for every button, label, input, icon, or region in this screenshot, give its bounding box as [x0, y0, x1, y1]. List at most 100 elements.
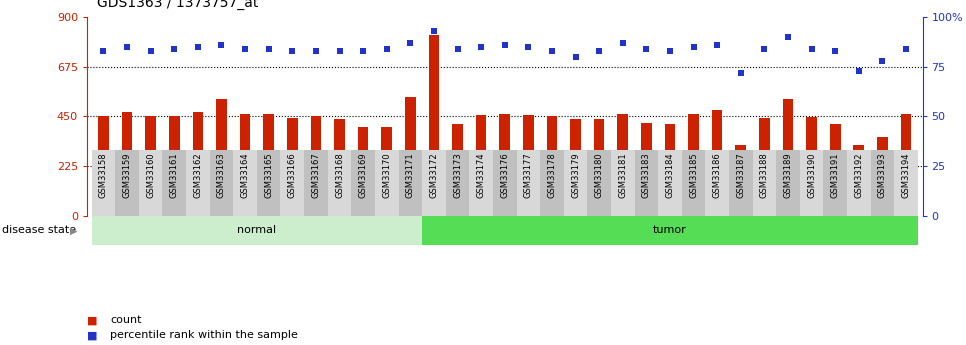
- Text: GSM33162: GSM33162: [193, 152, 203, 198]
- Bar: [807, 117, 817, 216]
- Text: GSM33158: GSM33158: [99, 152, 108, 198]
- Text: GSM33177: GSM33177: [524, 152, 533, 198]
- Bar: [334, 119, 345, 216]
- Text: disease state: disease state: [2, 225, 76, 235]
- Text: GSM33181: GSM33181: [618, 152, 627, 198]
- Bar: [854, 145, 865, 216]
- Point: [285, 48, 300, 54]
- Text: GDS1363 / 1373757_at: GDS1363 / 1373757_at: [97, 0, 258, 10]
- Bar: [735, 145, 746, 216]
- Bar: [658, 150, 682, 216]
- Bar: [900, 114, 911, 216]
- Point: [497, 42, 513, 48]
- Bar: [523, 115, 533, 216]
- Bar: [145, 116, 156, 216]
- Point: [238, 46, 253, 52]
- Text: GSM33178: GSM33178: [548, 152, 556, 198]
- Point: [143, 48, 158, 54]
- Bar: [777, 150, 800, 216]
- Text: GSM33170: GSM33170: [383, 152, 391, 198]
- Bar: [375, 150, 399, 216]
- Point: [898, 46, 914, 52]
- Bar: [210, 150, 233, 216]
- Point: [544, 48, 559, 54]
- Text: percentile rank within the sample: percentile rank within the sample: [110, 331, 298, 340]
- Bar: [729, 150, 753, 216]
- Bar: [382, 127, 392, 216]
- Bar: [186, 150, 210, 216]
- Point: [591, 48, 607, 54]
- Text: ▶: ▶: [70, 225, 77, 235]
- Bar: [216, 99, 227, 216]
- Point: [308, 48, 324, 54]
- Bar: [782, 99, 793, 216]
- Bar: [587, 150, 611, 216]
- Bar: [823, 150, 847, 216]
- Text: GSM33171: GSM33171: [406, 152, 414, 198]
- Bar: [847, 150, 870, 216]
- Bar: [493, 150, 517, 216]
- Bar: [422, 216, 918, 245]
- Point: [190, 44, 206, 50]
- Point: [709, 42, 724, 48]
- Bar: [759, 118, 770, 216]
- Point: [804, 46, 819, 52]
- Text: GSM33180: GSM33180: [595, 152, 604, 198]
- Bar: [92, 150, 115, 216]
- Text: GSM33183: GSM33183: [641, 152, 651, 198]
- Text: GSM33188: GSM33188: [760, 152, 769, 198]
- Bar: [422, 150, 445, 216]
- Bar: [688, 114, 698, 216]
- Text: GSM33163: GSM33163: [217, 152, 226, 198]
- Text: GSM33192: GSM33192: [854, 152, 864, 198]
- Bar: [870, 150, 895, 216]
- Text: GSM33193: GSM33193: [878, 152, 887, 198]
- Point: [733, 70, 749, 76]
- Point: [379, 46, 394, 52]
- Point: [355, 48, 371, 54]
- Bar: [830, 124, 840, 216]
- Bar: [429, 35, 440, 216]
- Point: [828, 48, 843, 54]
- Text: GSM33164: GSM33164: [241, 152, 249, 198]
- Text: GSM33194: GSM33194: [901, 152, 911, 198]
- Text: normal: normal: [238, 225, 276, 235]
- Bar: [547, 116, 557, 216]
- Point: [874, 58, 890, 63]
- Text: GSM33165: GSM33165: [264, 152, 273, 198]
- Point: [615, 40, 631, 46]
- Text: GSM33159: GSM33159: [123, 152, 131, 198]
- Bar: [570, 119, 581, 216]
- Text: GSM33184: GSM33184: [666, 152, 674, 198]
- Point: [403, 40, 418, 46]
- Text: GSM33173: GSM33173: [453, 152, 462, 198]
- Text: GSM33166: GSM33166: [288, 152, 297, 198]
- Point: [639, 46, 654, 52]
- Text: GSM33167: GSM33167: [311, 152, 321, 198]
- Bar: [641, 123, 652, 216]
- Bar: [280, 150, 304, 216]
- Text: GSM33185: GSM33185: [689, 152, 698, 198]
- Bar: [499, 114, 510, 216]
- Point: [213, 42, 229, 48]
- Bar: [682, 150, 705, 216]
- Bar: [476, 115, 487, 216]
- Bar: [233, 150, 257, 216]
- Text: GSM33186: GSM33186: [713, 152, 722, 198]
- Bar: [399, 150, 422, 216]
- Bar: [517, 150, 540, 216]
- Bar: [240, 114, 250, 216]
- Text: ■: ■: [87, 331, 97, 340]
- Text: count: count: [110, 315, 142, 325]
- Bar: [264, 114, 274, 216]
- Bar: [327, 150, 352, 216]
- Text: GSM33169: GSM33169: [358, 152, 368, 198]
- Bar: [705, 150, 729, 216]
- Bar: [304, 150, 327, 216]
- Bar: [287, 118, 298, 216]
- Bar: [452, 124, 463, 216]
- Text: GSM33176: GSM33176: [500, 152, 509, 198]
- Bar: [192, 112, 203, 216]
- Bar: [405, 97, 415, 216]
- Text: GSM33187: GSM33187: [736, 152, 746, 198]
